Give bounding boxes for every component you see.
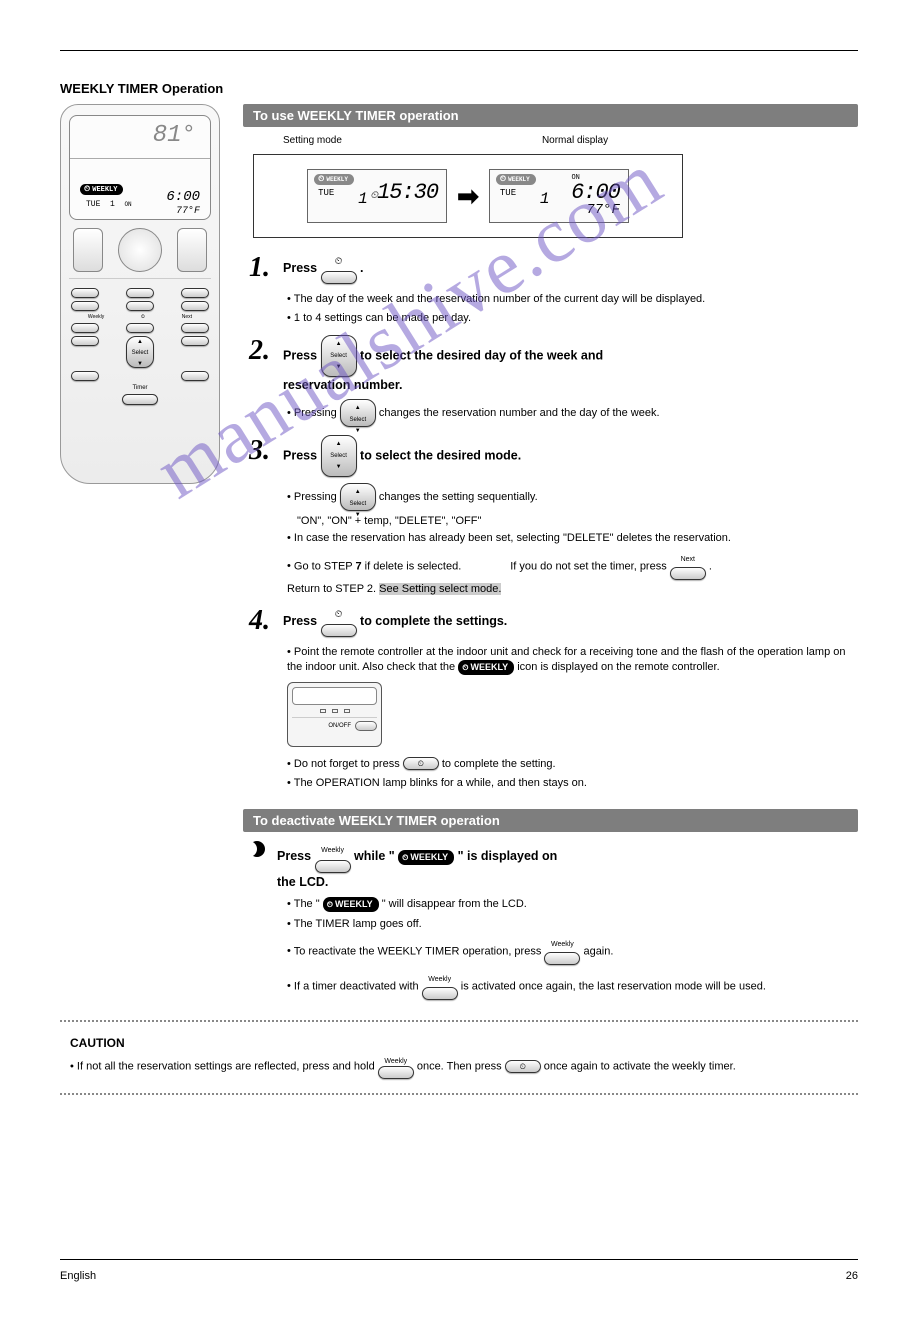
weekly-badge: WEEKLY [458,660,514,675]
remote-btn-right [177,228,207,272]
remote-btn-center [118,228,162,272]
step-1-text: Press ⏲ . [283,252,854,286]
step-4-text: Press ⏲ to complete the settings. [283,605,854,639]
arrow-icon: ➡ [457,181,479,212]
deact-bullet-b: The TIMER lamp goes off. [287,917,858,932]
step1-bullet-a: The day of the week and the reservation … [287,292,858,307]
section-bar-deactivate: To deactivate WEEKLY TIMER operation [243,809,858,832]
deact-bullet-d: If a timer deactivated with Weekly is ac… [287,971,858,1002]
select-button-inline: Select [340,399,376,427]
rule-top [60,50,858,51]
link-setting-select: See Setting select mode. [379,583,501,595]
page-heading: WEEKLY TIMER Operation [60,81,858,96]
step-2-num: 2. [249,335,283,367]
step-4-num: 4. [249,605,283,637]
remote-lcd-temp2: 77°F [176,206,200,217]
deact-bullet-c: To reactivate the WEEKLY TIMER operation… [287,936,858,967]
next-button [670,567,706,580]
step1-bullet-b: 1 to 4 settings can be made per day. [287,311,858,326]
step3-bullet-a: Pressing Select changes the setting sequ… [287,483,858,511]
step3-modes: "ON", "ON" + temp, "DELETE", "OFF" [297,515,858,527]
weekly-button-3 [422,987,458,1000]
caution-text: • If not all the reservation settings ar… [70,1054,858,1079]
step3-bullet-d: Go to STEP 7 if delete is selected. If y… [287,551,858,597]
remote-prog-button [126,323,154,333]
remote-lcd-weekly-badge: WEEKLY [80,184,123,195]
program-button [321,271,357,284]
select-button: Select [321,335,357,377]
weekly-button-2 [544,952,580,965]
remote-label-weekly: Weekly [88,314,104,320]
weekly-badge-2: WEEKLY [398,850,454,865]
remote-lcd-temp: 81° [153,122,196,149]
weekly-button-5: ⏲ [505,1060,541,1073]
half-moon-icon [249,840,277,858]
dotted-rule-1 [60,1020,858,1022]
select-button-inline-3: Select [340,483,376,511]
step-2-text: Press Select to select the desired day o… [283,335,854,394]
caution-heading: CAUTION [70,1036,858,1050]
lcd-transition-box: WEEKLY TUE 1 ⏲15:30 ➡ WEEKLY TUE 1 ON 6:… [253,154,683,238]
step4-bullet-a: Point the remote controller at the indoo… [287,645,858,676]
remote-lcd-time: 6:00 [166,189,200,205]
section-bar-use: To use WEEKLY TIMER operation [243,104,858,127]
remote-btn-left [73,228,103,272]
deact-bullet-a: The " WEEKLY " will disappear from the L… [287,897,858,913]
step-3-num: 3. [249,435,283,467]
step-1-num: 1. [249,252,283,284]
program-button-inline: ⏲ [403,757,439,770]
step4-bullet-b: Do not forget to press ⏲ to complete the… [287,757,858,772]
step4-bullet-c: The OPERATION lamp blinks for a while, a… [287,776,858,791]
footer-lang: English [60,1270,96,1282]
weekly-badge-3: WEEKLY [323,897,379,912]
remote-next-button [181,323,209,333]
remote-illustration: 81° WEEKLY TUE 1 ON 6:00 77°F Weekly⏲Nex… [60,104,225,1006]
footer-page: 26 [846,1270,858,1282]
label-normal-display: Normal display [542,135,608,146]
label-setting-mode: Setting mode [283,135,342,146]
remote-weekly-button [71,323,99,333]
remote-label-next: Next [182,314,192,320]
weekly-button-4 [378,1066,414,1079]
program-button-4 [321,624,357,637]
step2-bullet-a: Pressing Select changes the reservation … [287,399,858,427]
lcd-after: WEEKLY TUE 1 ON 6:00 77°F [489,169,629,223]
remote-lcd-day: TUE 1 ON [86,200,132,209]
rule-bottom [60,1259,858,1260]
weekly-button [315,860,351,873]
step3-bullet-c: In case the reservation has already been… [287,531,858,546]
deactivate-text: Press Weekly while " WEEKLY " is display… [277,840,848,891]
step-3-text: Press Select to select the desired mode. [283,435,854,477]
select-button-3: Select [321,435,357,477]
indoor-unit-illustration: ON/OFF [287,682,382,747]
lcd-before: WEEKLY TUE 1 ⏲15:30 [307,169,447,223]
dotted-rule-2 [60,1093,858,1095]
